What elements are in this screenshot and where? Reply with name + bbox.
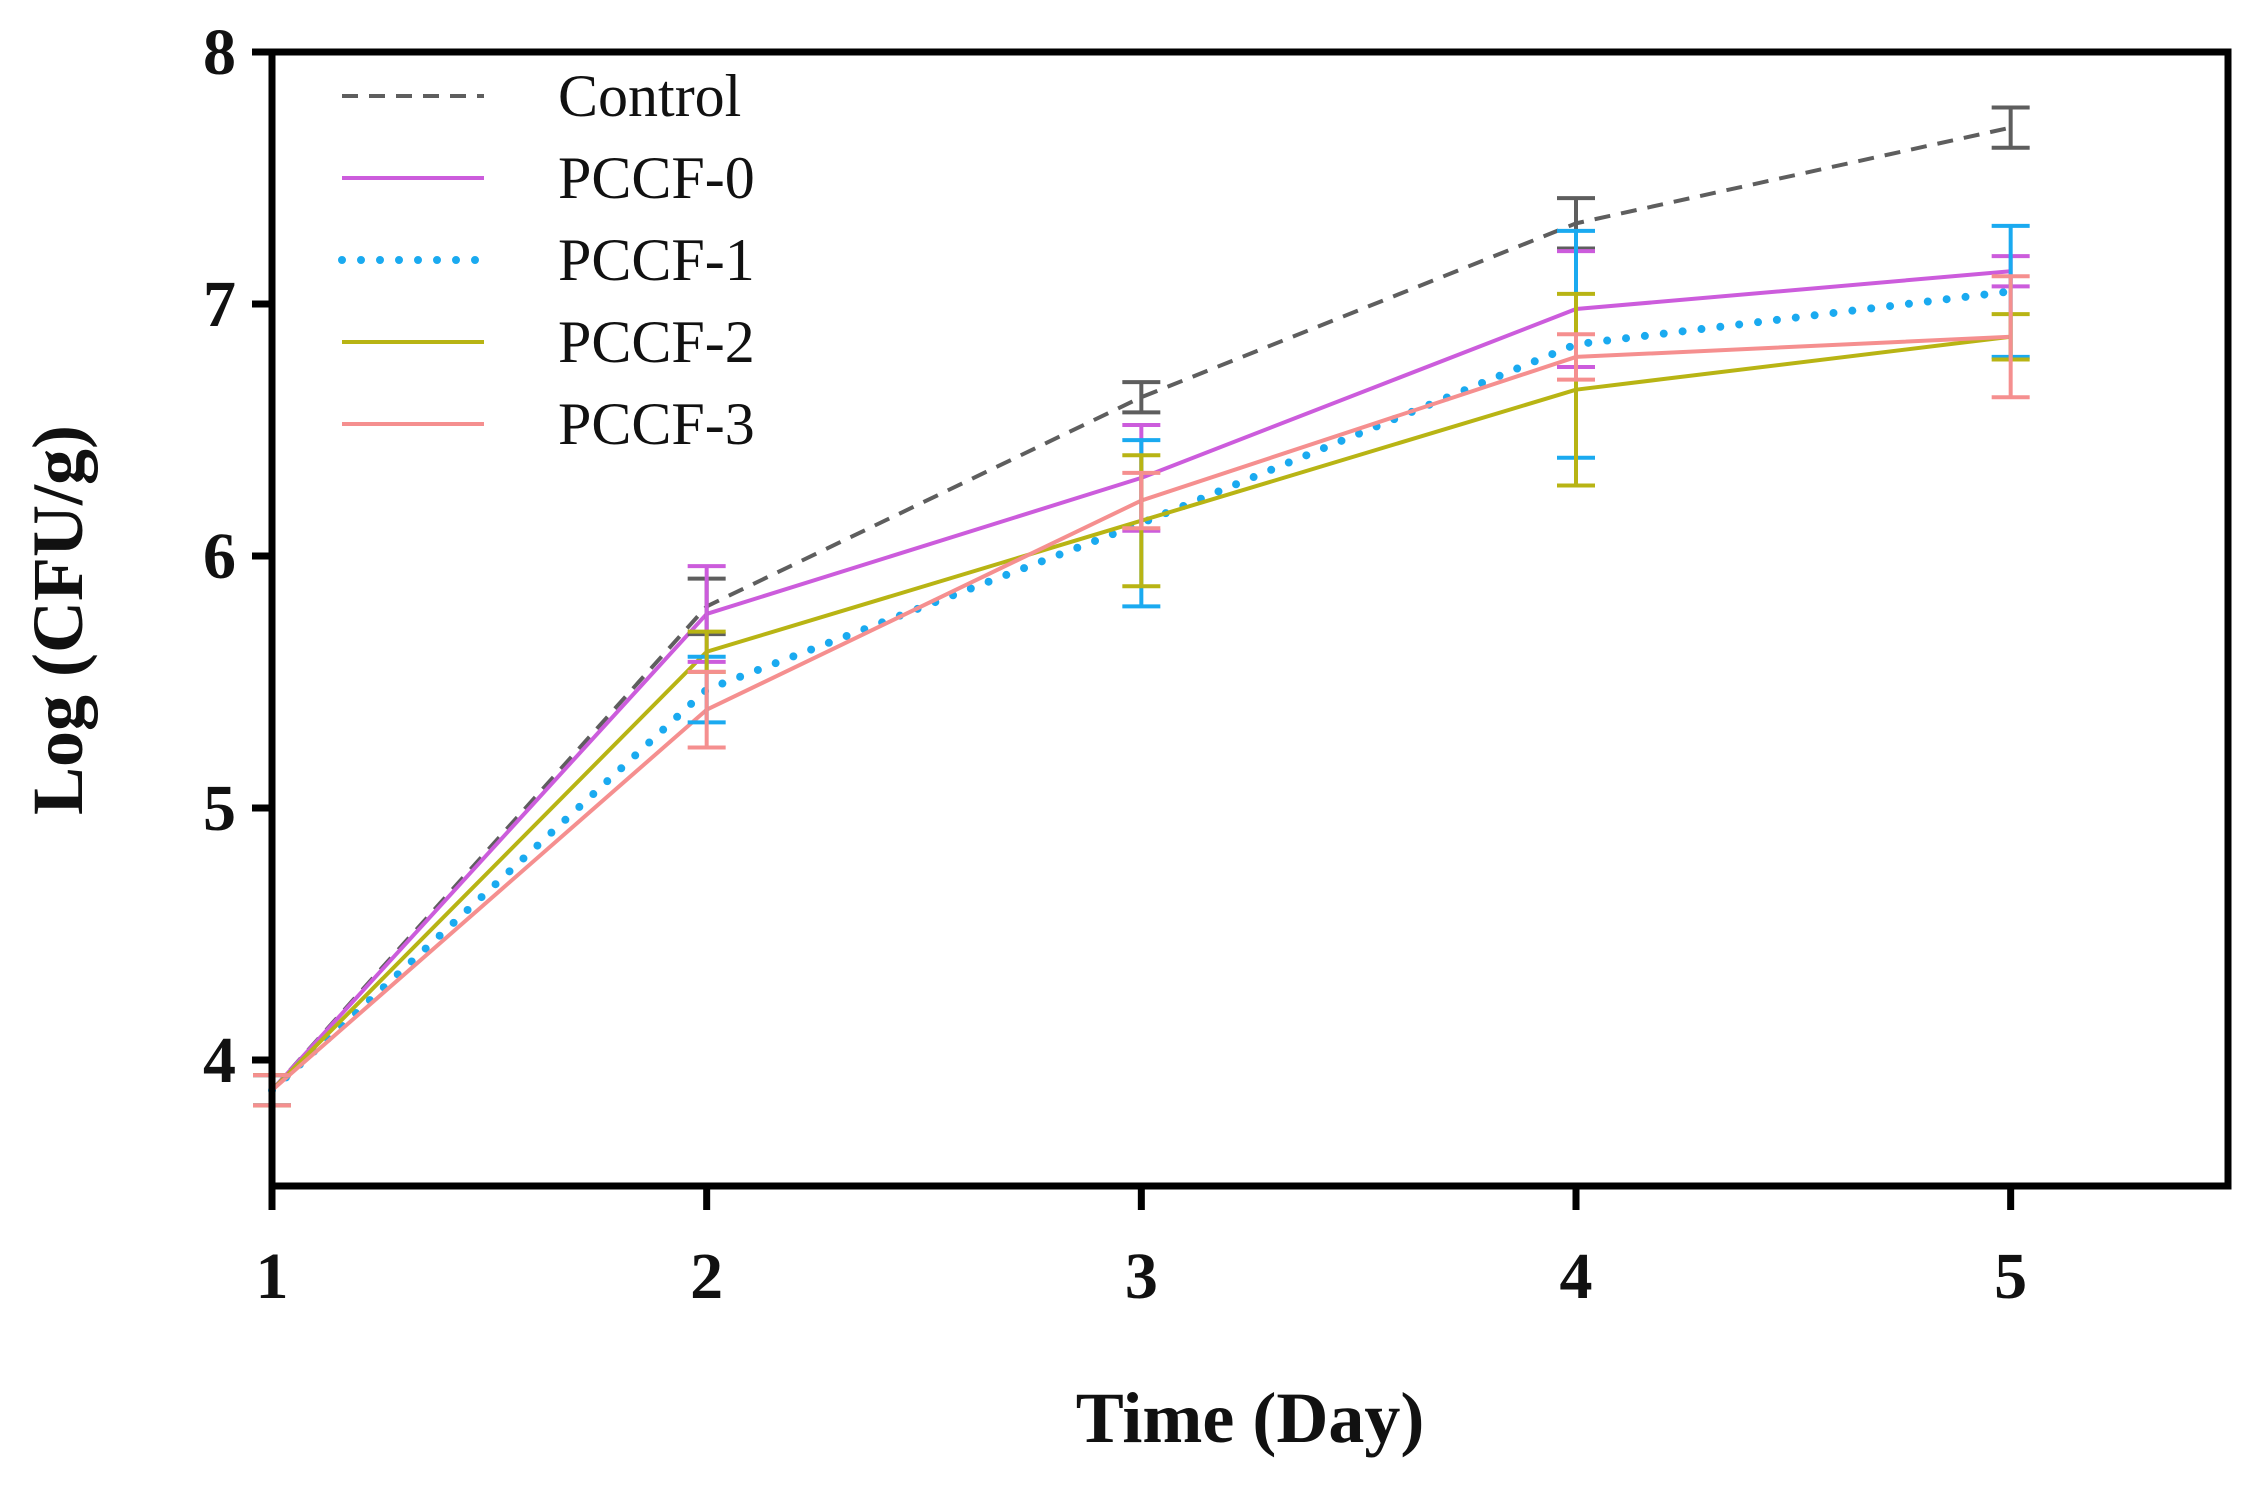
- plot-area: [253, 105, 2030, 1108]
- legend-item-control: Control: [342, 63, 741, 129]
- error-bar-pccf-3-day-5: [1991, 274, 2030, 400]
- plot-frame: [268, 48, 2232, 1190]
- y-tick-label-8: 8: [203, 16, 236, 89]
- x-tick-label-5: 5: [1994, 1240, 2027, 1313]
- legend-item-pccf-0: PCCF-0: [342, 145, 755, 211]
- legend-item-pccf-1: PCCF-1: [338, 227, 755, 293]
- x-tick-label-2: 2: [690, 1240, 723, 1313]
- error-bar-control-day-5: [1991, 105, 2030, 150]
- error-bar-control-day-3: [1122, 380, 1161, 415]
- legend: Control PCCF-0 PCCF-1 PCCF-2 PCCF-3: [338, 63, 755, 457]
- x-tick-label-1: 1: [256, 1240, 289, 1313]
- y-tick-label-4: 4: [203, 1024, 236, 1097]
- legend-label-pccf-2: PCCF-2: [558, 309, 755, 375]
- legend-item-pccf-2: PCCF-2: [342, 309, 755, 375]
- x-tick-label-3: 3: [1125, 1240, 1158, 1313]
- x-axis-title: Time (Day): [1076, 1378, 1425, 1458]
- legend-label-control: Control: [558, 63, 741, 129]
- series-line-pccf-1: [268, 287, 2015, 1095]
- axes: 4 5 6 7 8 1 2 3 4 5: [203, 16, 2232, 1313]
- y-tick-label-6: 6: [203, 520, 236, 593]
- legend-label-pccf-0: PCCF-0: [558, 145, 755, 211]
- y-tick-label-7: 7: [203, 268, 236, 341]
- legend-label-pccf-1: PCCF-1: [558, 227, 755, 293]
- x-tick-label-4: 4: [1560, 1240, 1593, 1313]
- error-bar-pccf-3-day-2: [687, 669, 726, 750]
- series-line-control: [270, 125, 2012, 1092]
- error-bar-pccf-2-day-4: [1557, 291, 1595, 488]
- legend-item-pccf-3: PCCF-3: [342, 391, 755, 457]
- error-bar-pccf-3-day-4: [1557, 332, 1595, 382]
- y-tick-label-5: 5: [203, 772, 236, 845]
- legend-label-pccf-3: PCCF-3: [558, 391, 755, 457]
- error-bar-pccf-3-day-3: [1122, 470, 1161, 531]
- y-axis-title: Log (CFU/g): [18, 425, 98, 815]
